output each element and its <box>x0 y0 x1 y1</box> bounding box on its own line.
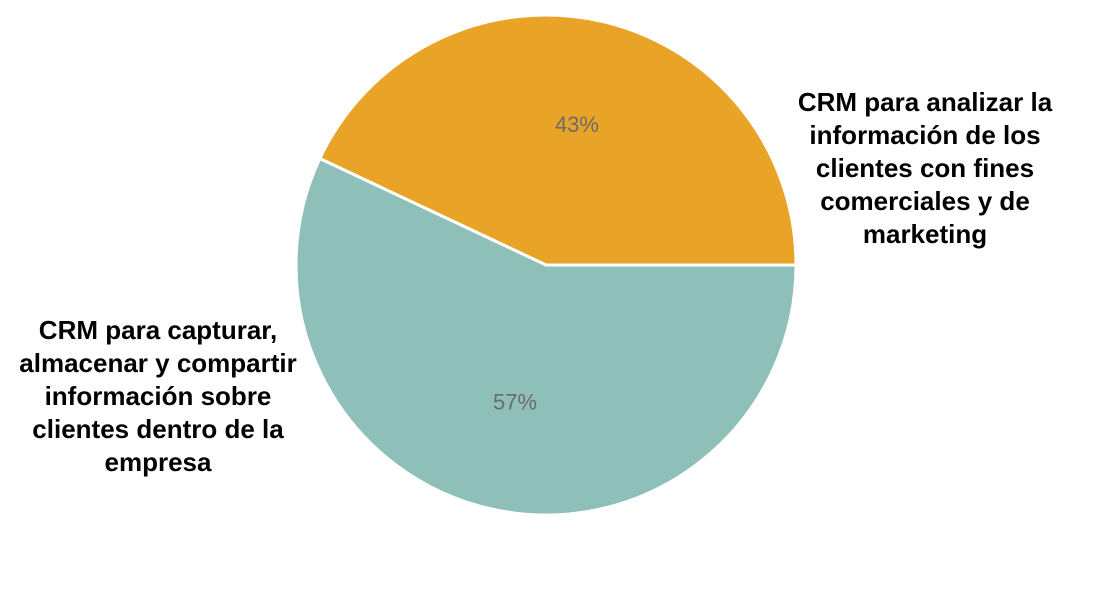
category-label: CRM para capturar, almacenar y compartir… <box>19 315 297 477</box>
pie-slice <box>317 13 798 267</box>
value-label: 57% <box>493 389 537 414</box>
value-label: 43% <box>555 112 599 137</box>
pie-slice <box>294 156 798 517</box>
category-label: CRM para analizar la información de los … <box>797 87 1053 249</box>
